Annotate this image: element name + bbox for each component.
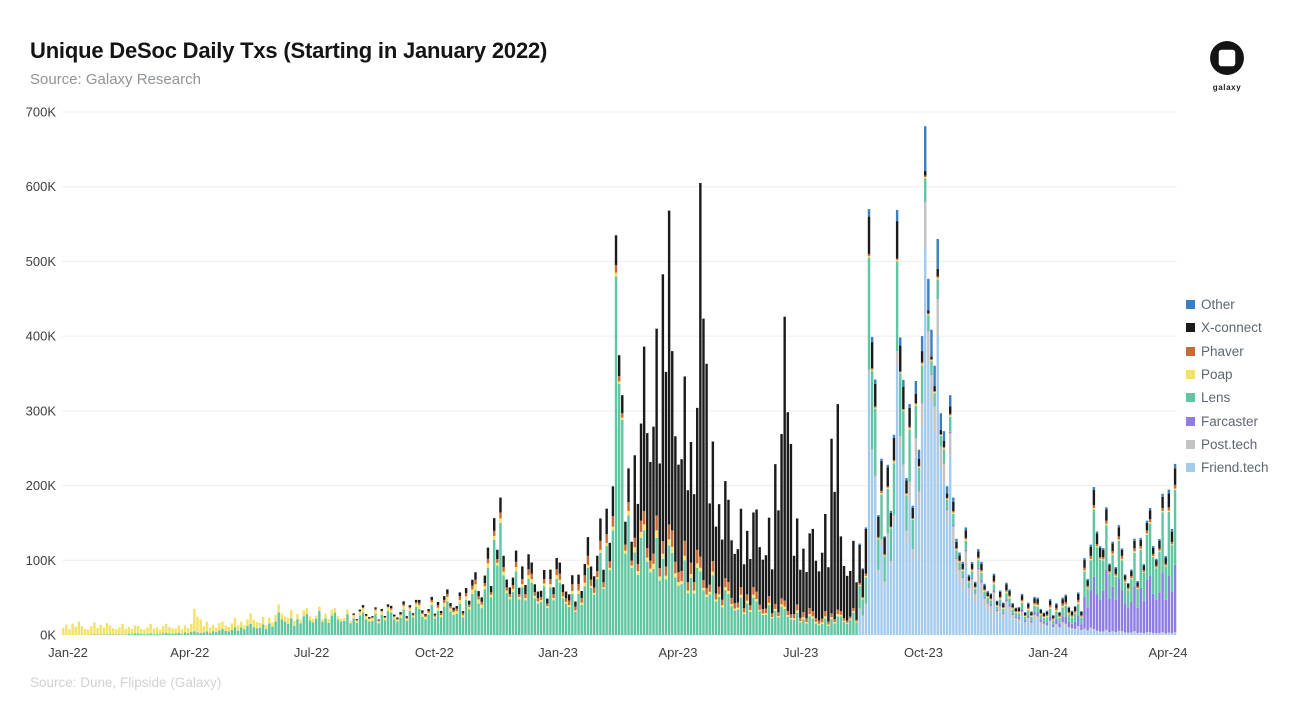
legend-item: Other bbox=[1186, 293, 1269, 316]
chart-subtitle-source: Source: Galaxy Research bbox=[30, 71, 201, 88]
legend-item: Friend.tech bbox=[1186, 456, 1269, 479]
legend-label: Friend.tech bbox=[1201, 460, 1269, 476]
legend-swatch bbox=[1186, 346, 1195, 356]
svg-text:Jul-23: Jul-23 bbox=[783, 645, 818, 660]
legend-swatch bbox=[1186, 393, 1195, 403]
svg-text:Oct-23: Oct-23 bbox=[904, 645, 943, 660]
legend-label: Farcaster bbox=[1201, 413, 1259, 429]
legend-swatch bbox=[1186, 439, 1195, 449]
svg-text:700K: 700K bbox=[26, 105, 57, 120]
svg-text:Apr-24: Apr-24 bbox=[1148, 645, 1187, 660]
legend-label: Phaver bbox=[1201, 343, 1244, 359]
legend-swatch bbox=[1186, 416, 1195, 426]
svg-text:300K: 300K bbox=[26, 403, 57, 418]
legend: Other X-connect Phaver Poap Lens Farcaster Pos… bbox=[1186, 293, 1269, 479]
svg-text:600K: 600K bbox=[26, 179, 57, 194]
svg-text:400K: 400K bbox=[26, 329, 57, 344]
svg-text:Apr-23: Apr-23 bbox=[658, 645, 697, 660]
legend-item: Post.tech bbox=[1186, 433, 1269, 456]
svg-text:Jan-23: Jan-23 bbox=[538, 645, 578, 660]
legend-label: X-connect bbox=[1201, 320, 1262, 336]
svg-text:Oct-22: Oct-22 bbox=[415, 645, 454, 660]
galaxy-logo: galaxy bbox=[1204, 40, 1250, 92]
svg-text:Jan-22: Jan-22 bbox=[48, 645, 88, 660]
galaxy-logo-text: galaxy bbox=[1212, 83, 1242, 92]
legend-item: Farcaster bbox=[1186, 409, 1269, 432]
legend-swatch bbox=[1186, 300, 1195, 310]
svg-text:200K: 200K bbox=[26, 478, 57, 493]
svg-text:Jul-22: Jul-22 bbox=[294, 645, 329, 660]
legend-label: Other bbox=[1201, 297, 1235, 313]
legend-swatch bbox=[1186, 370, 1195, 380]
svg-text:0K: 0K bbox=[40, 628, 56, 643]
legend-label: Poap bbox=[1201, 367, 1233, 383]
legend-item: Phaver bbox=[1186, 340, 1269, 363]
galaxy-logo-icon bbox=[1210, 41, 1244, 75]
legend-label: Post.tech bbox=[1201, 436, 1258, 452]
footer-source: Source: Dune, Flipside (Galaxy) bbox=[30, 675, 222, 690]
svg-text:500K: 500K bbox=[26, 254, 57, 269]
legend-swatch bbox=[1186, 323, 1195, 333]
legend-item: Poap bbox=[1186, 363, 1269, 386]
legend-swatch bbox=[1186, 463, 1195, 473]
legend-label: Lens bbox=[1201, 390, 1231, 406]
svg-text:Apr-22: Apr-22 bbox=[170, 645, 209, 660]
legend-item: Lens bbox=[1186, 386, 1269, 409]
page-title: Unique DeSoc Daily Txs (Starting in Janu… bbox=[30, 38, 548, 63]
legend-item: X-connect bbox=[1186, 316, 1269, 339]
svg-text:Jan-24: Jan-24 bbox=[1028, 645, 1068, 660]
svg-text:100K: 100K bbox=[26, 553, 57, 568]
